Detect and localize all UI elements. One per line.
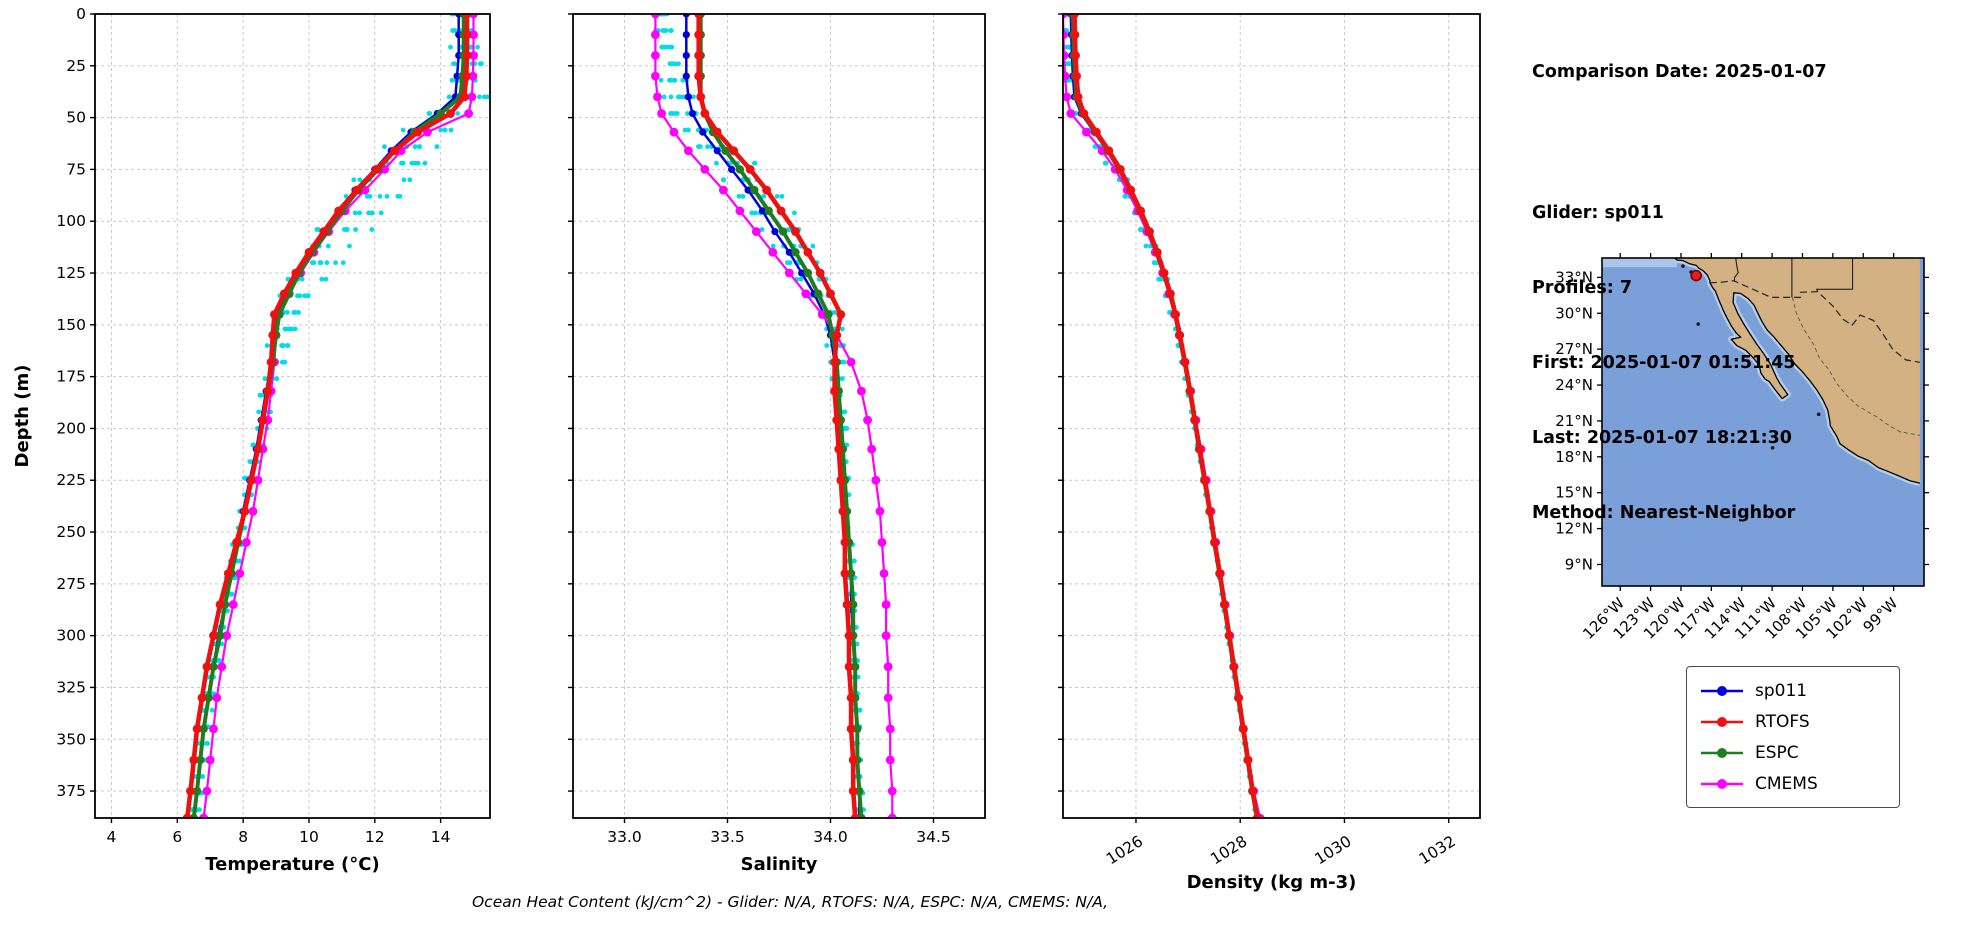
temperature-axis-label: Temperature (°C) xyxy=(205,854,379,875)
ocean-heat-content-caption: Ocean Heat Content (kJ/cm^2) - Glider: N… xyxy=(471,893,1109,911)
location-map: 33°N30°N27°N24°N21°N18°N15°N12°N9°N126°W… xyxy=(1555,253,1929,643)
legend-marker-ESPC xyxy=(1701,747,1743,758)
us-state-border xyxy=(1815,258,1854,292)
svg-text:100: 100 xyxy=(56,212,86,230)
svg-text:350: 350 xyxy=(56,730,86,748)
panel-temperature: 4 6 8 10 12 14 0 25 50 75 100 125 150 175 200 225 250 275… xyxy=(12,5,491,875)
svg-text:1032: 1032 xyxy=(1416,832,1459,868)
density-grid xyxy=(1063,13,1480,818)
svg-text:14: 14 xyxy=(431,828,451,846)
svg-text:21°N: 21°N xyxy=(1555,412,1593,430)
legend-marker-CMEMS xyxy=(1701,778,1743,789)
svg-text:30°N: 30°N xyxy=(1555,304,1593,322)
svg-text:24°N: 24°N xyxy=(1555,376,1593,394)
profile-count: Profiles: 7 xyxy=(1532,278,1633,298)
legend-item-CMEMS: CMEMS xyxy=(1699,768,1887,799)
svg-text:300: 300 xyxy=(56,627,86,645)
svg-text:34.0: 34.0 xyxy=(813,828,848,846)
last-profile-time: Last: 2025-01-07 18:21:30 xyxy=(1532,428,1792,448)
svg-text:33.0: 33.0 xyxy=(607,828,642,846)
svg-text:8: 8 xyxy=(238,828,248,846)
legend-item-sp011: sp011 xyxy=(1699,675,1887,706)
svg-text:125: 125 xyxy=(56,264,86,282)
svg-text:6: 6 xyxy=(172,828,182,846)
map-land xyxy=(1674,258,1920,484)
svg-text:33°N: 33°N xyxy=(1555,268,1593,286)
svg-text:99°W: 99°W xyxy=(1859,594,1901,636)
svg-text:9°N: 9°N xyxy=(1565,555,1593,573)
info-spacer xyxy=(1532,135,1972,151)
svg-text:175: 175 xyxy=(56,368,86,386)
glider-name: Glider: sp011 xyxy=(1532,203,1664,223)
svg-text:1026: 1026 xyxy=(1103,832,1146,868)
legend-marker-sp011 xyxy=(1701,685,1743,696)
svg-text:0: 0 xyxy=(76,5,86,23)
comparison-date: Comparison Date: 2025-01-07 xyxy=(1532,62,1827,82)
svg-text:4: 4 xyxy=(107,828,117,846)
island xyxy=(1681,264,1685,268)
map-shelf xyxy=(1602,258,1677,268)
island xyxy=(1816,412,1821,417)
legend-item-RTOFS: RTOFS xyxy=(1699,706,1887,737)
svg-text:12: 12 xyxy=(365,828,385,846)
svg-text:12°N: 12°N xyxy=(1555,520,1593,538)
us-state-border xyxy=(1733,258,1739,281)
island xyxy=(1696,322,1700,326)
svg-text:27°N: 27°N xyxy=(1555,340,1593,358)
svg-text:200: 200 xyxy=(56,419,86,437)
svg-text:325: 325 xyxy=(56,678,86,696)
svg-text:50: 50 xyxy=(66,109,86,127)
info-panel: Comparison Date: 2025-01-07 Glider: sp01… xyxy=(1532,10,1972,576)
coastline xyxy=(1674,258,1921,484)
svg-text:25: 25 xyxy=(66,57,86,75)
us-mexico-border xyxy=(1709,280,1921,363)
profile-plots: 4 6 8 10 12 14 0 25 50 75 100 125 150 175 200 225 250 275… xyxy=(12,5,1481,893)
temperature-axes: 4 6 8 10 12 14 0 25 50 75 100 125 150 175 200 225 250 275… xyxy=(56,5,450,846)
density-axis-label: Density (kg m-3) xyxy=(1187,872,1357,893)
svg-text:34.5: 34.5 xyxy=(916,828,951,846)
comparison-method: Method: Nearest-Neighbor xyxy=(1532,503,1796,523)
temperature-series-RTOFS xyxy=(182,14,472,818)
panel-salinity: 33.0 33.5 34.0 34.5 Salinity xyxy=(568,13,986,875)
svg-text:75: 75 xyxy=(66,160,86,178)
svg-text:150: 150 xyxy=(56,316,86,334)
legend-label: CMEMS xyxy=(1755,773,1818,794)
legend-label: sp011 xyxy=(1755,680,1808,701)
legend-label: RTOFS xyxy=(1755,711,1810,732)
svg-text:1030: 1030 xyxy=(1312,832,1355,868)
svg-text:375: 375 xyxy=(56,782,86,800)
salinity-series-RTOFS xyxy=(694,14,860,818)
density-series-RTOFS xyxy=(1070,14,1262,818)
legend-item-ESPC: ESPC xyxy=(1699,737,1887,768)
svg-text:15°N: 15°N xyxy=(1555,484,1593,502)
salinity-axis-label: Salinity xyxy=(741,854,818,875)
legend-marker-RTOFS xyxy=(1701,716,1743,727)
mx-state-border xyxy=(1791,297,1920,436)
depth-axis-label: Depth (m) xyxy=(12,365,33,468)
panel-density: 1026 1028 1030 1032 Density (kg m-3) xyxy=(1058,13,1481,893)
svg-text:250: 250 xyxy=(56,523,86,541)
svg-text:225: 225 xyxy=(56,471,86,489)
svg-text:33.5: 33.5 xyxy=(710,828,745,846)
svg-text:10: 10 xyxy=(299,828,319,846)
island xyxy=(1770,446,1775,450)
map-plot: 33°N30°N27°N24°N21°N18°N15°N12°N9°N126°W… xyxy=(1555,253,1929,643)
svg-text:1028: 1028 xyxy=(1207,832,1250,868)
temperature-grid xyxy=(95,13,490,818)
first-profile-time: First: 2025-01-07 01:51:45 xyxy=(1532,353,1796,373)
glider-location-marker xyxy=(1690,269,1702,282)
svg-text:275: 275 xyxy=(56,575,86,593)
svg-text:18°N: 18°N xyxy=(1555,448,1593,466)
legend-label: ESPC xyxy=(1755,742,1799,763)
legend: sp011 RTOFS ESPC CMEMS xyxy=(1686,666,1900,808)
salinity-axes: 33.0 33.5 34.0 34.5 xyxy=(568,13,951,846)
